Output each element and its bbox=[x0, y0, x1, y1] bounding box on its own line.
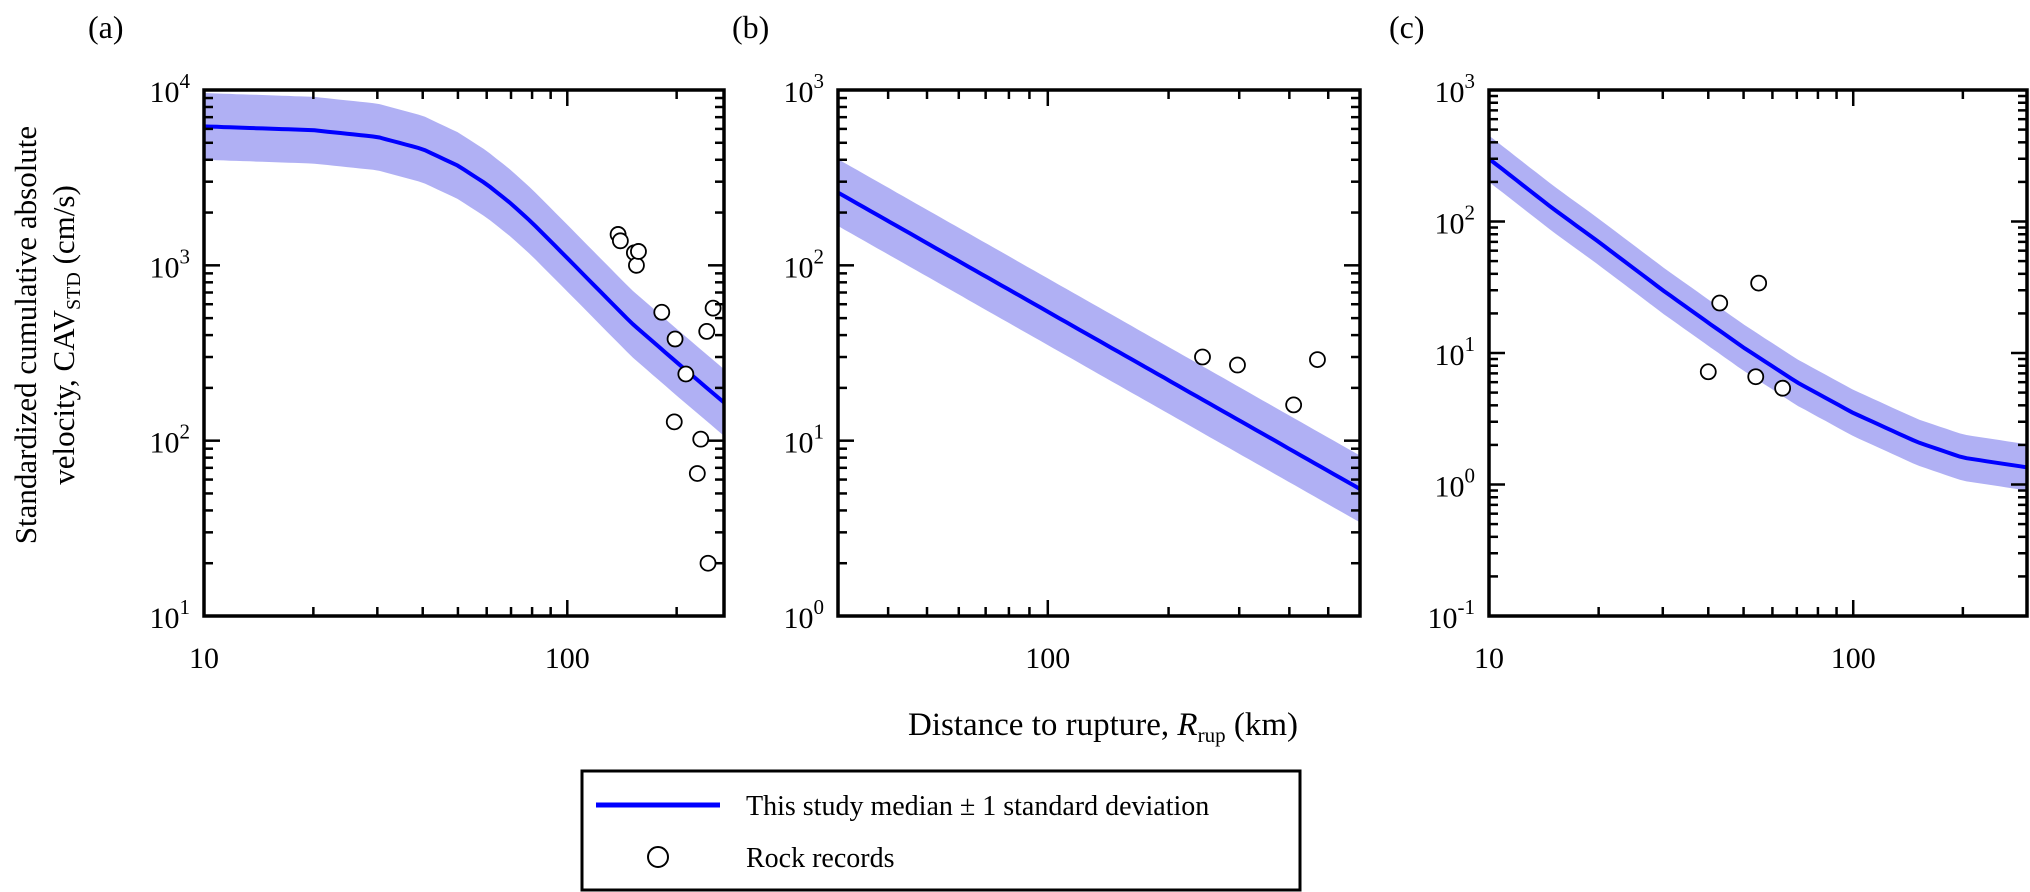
rock-record-point bbox=[665, 413, 683, 431]
x-tick-label: 10 bbox=[1474, 642, 1504, 675]
x-axis-label-italic: R bbox=[1176, 707, 1197, 743]
rock-record-point bbox=[704, 299, 722, 317]
y-tick-label: 102 bbox=[1435, 201, 1476, 241]
median-line bbox=[838, 190, 1360, 491]
rock-record-point bbox=[1774, 379, 1792, 397]
legend-records-marker bbox=[647, 846, 669, 868]
y-tick-base: 10 bbox=[1435, 76, 1465, 109]
y-tick-label: 104 bbox=[150, 69, 191, 109]
plot-frame bbox=[202, 88, 726, 618]
x-axis-label-sub: rup bbox=[1198, 723, 1226, 747]
plot-frame bbox=[836, 88, 1362, 618]
y-tick-label: 102 bbox=[784, 244, 825, 284]
y-tick-label: 100 bbox=[784, 595, 825, 635]
rock-record-point bbox=[1229, 356, 1246, 374]
y-tick-base: 10 bbox=[150, 251, 180, 284]
rock-record-point bbox=[692, 430, 710, 448]
y-tick-exponent: 2 bbox=[1465, 201, 1476, 225]
y-tick-base: 10 bbox=[784, 251, 814, 284]
rock-record-point bbox=[677, 365, 695, 383]
x-tick-label: 10 bbox=[189, 642, 219, 675]
rock-record-point bbox=[653, 303, 671, 321]
rock-record-point bbox=[1309, 351, 1326, 368]
y-tick-exponent: 2 bbox=[814, 244, 825, 268]
y-axis-label-prefix: velocity, CAV bbox=[46, 309, 81, 484]
y-tick-base: 10 bbox=[1435, 339, 1465, 372]
panel-label: (a) bbox=[88, 9, 124, 45]
panel-label: (b) bbox=[732, 9, 769, 45]
y-tick-exponent: 3 bbox=[1465, 69, 1476, 93]
rock-record-point bbox=[699, 554, 717, 572]
y-tick-base: 10 bbox=[150, 602, 180, 635]
y-tick-base: 10 bbox=[1428, 602, 1458, 635]
y-tick-exponent: -1 bbox=[1458, 595, 1476, 619]
y-tick-base: 10 bbox=[784, 76, 814, 109]
legend-records-label: Rock records bbox=[746, 843, 895, 874]
y-axis-label-line2: velocity, CAVSTD (cm/s) bbox=[46, 185, 85, 485]
y-tick-exponent: 3 bbox=[814, 69, 825, 93]
y-tick-base: 10 bbox=[150, 427, 180, 460]
y-tick-label: 103 bbox=[1435, 69, 1476, 109]
panel-label: (c) bbox=[1389, 9, 1425, 45]
y-tick-label: 102 bbox=[150, 420, 191, 460]
y-tick-exponent: 0 bbox=[814, 595, 825, 619]
y-tick-base: 10 bbox=[1435, 208, 1465, 241]
y-axis-label-sub: STD bbox=[63, 272, 85, 310]
rock-record-point bbox=[698, 322, 716, 340]
rock-record-point bbox=[1747, 368, 1765, 386]
rock-record-point bbox=[688, 465, 706, 482]
median-line bbox=[204, 124, 724, 405]
rock-record-point bbox=[630, 243, 647, 260]
x-tick-label: 100 bbox=[1025, 642, 1070, 675]
y-tick-exponent: 1 bbox=[814, 420, 825, 444]
y-tick-base: 10 bbox=[784, 602, 814, 635]
std-dev-band bbox=[204, 93, 724, 436]
x-axis-label-prefix: Distance to rupture, bbox=[908, 707, 1177, 743]
y-tick-exponent: 2 bbox=[180, 420, 191, 444]
y-axis-label-suffix: (cm/s) bbox=[46, 185, 81, 272]
y-tick-label: 100 bbox=[1435, 464, 1476, 504]
rock-record-point bbox=[628, 256, 645, 274]
rock-record-point bbox=[1711, 294, 1729, 312]
legend: This study median ± 1 standard deviation… bbox=[580, 769, 1302, 892]
rock-record-point bbox=[611, 232, 629, 250]
y-axis-label-line1: Standardized cumulative absolute bbox=[8, 126, 43, 544]
median-line bbox=[1489, 157, 2027, 470]
rock-record-point bbox=[1285, 396, 1303, 414]
std-dev-band bbox=[1489, 135, 2027, 491]
y-tick-exponent: 0 bbox=[1465, 464, 1476, 488]
y-tick-label: 103 bbox=[784, 69, 825, 109]
rock-record-point bbox=[1194, 348, 1211, 366]
legend-median-label: This study median ± 1 standard deviation bbox=[746, 791, 1209, 822]
x-tick-label: 100 bbox=[1831, 642, 1876, 675]
y-tick-label: 101 bbox=[784, 420, 825, 460]
y-tick-exponent: 1 bbox=[1465, 332, 1476, 356]
y-tick-base: 10 bbox=[150, 76, 180, 109]
x-axis-label-suffix: (km) bbox=[1226, 707, 1298, 743]
legend-frame bbox=[580, 769, 1302, 892]
y-tick-exponent: 1 bbox=[180, 595, 191, 619]
y-tick-label: 10-1 bbox=[1428, 595, 1476, 635]
y-tick-exponent: 4 bbox=[180, 69, 191, 93]
panels: 10 100101102103104(a)100100101102103(b)10… bbox=[88, 9, 2029, 675]
y-tick-label: 101 bbox=[150, 595, 191, 635]
rock-record-point bbox=[1750, 274, 1768, 292]
y-tick-base: 10 bbox=[784, 427, 814, 460]
y-tick-base: 10 bbox=[1435, 471, 1465, 504]
y-tick-label: 103 bbox=[150, 244, 191, 284]
rock-record-point bbox=[666, 330, 684, 348]
x-tick-label: 100 bbox=[545, 642, 590, 675]
y-tick-exponent: 3 bbox=[180, 244, 191, 268]
rock-record-point bbox=[1699, 363, 1717, 381]
x-axis-label: Distance to rupture, Rrup (km) bbox=[908, 707, 1298, 747]
y-tick-label: 101 bbox=[1435, 332, 1476, 372]
